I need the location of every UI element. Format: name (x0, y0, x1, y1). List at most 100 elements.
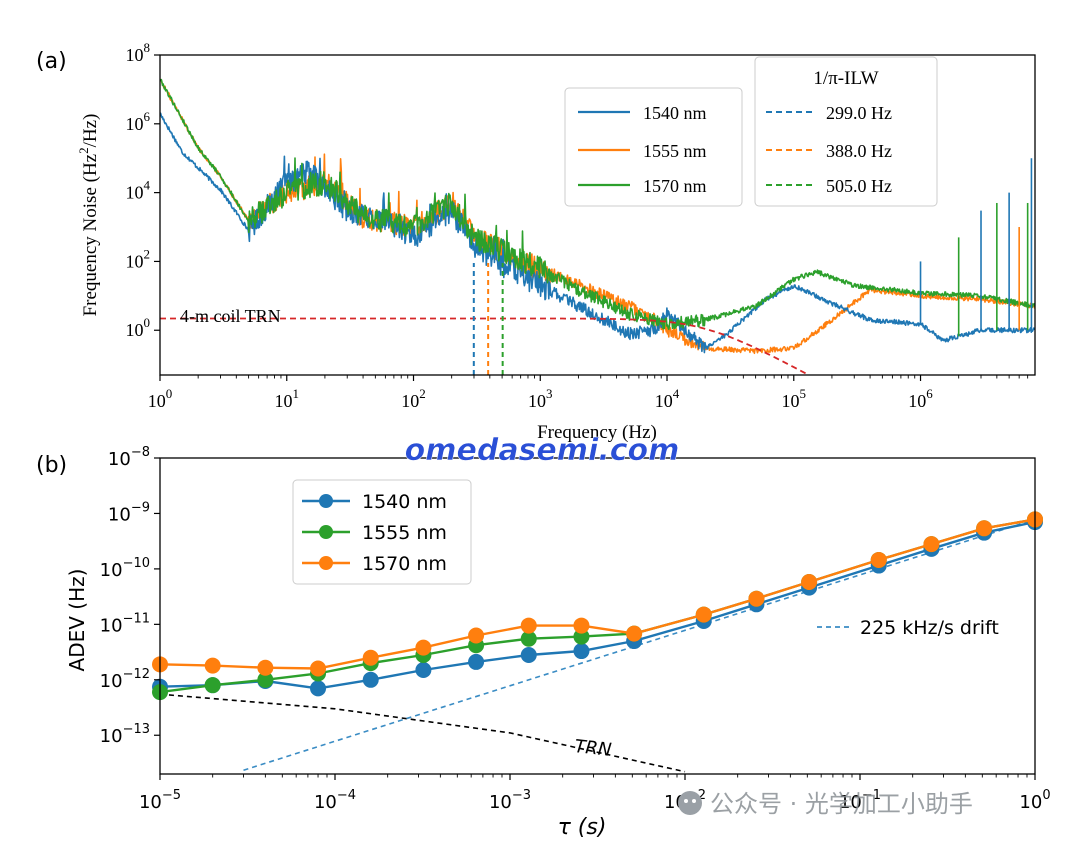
adev-point-1570-nm-15 (976, 520, 993, 537)
ilw-label-1: 299.0 Hz (826, 103, 892, 123)
adev-line-1540-nm (159, 520, 1036, 690)
adev-point-1555-nm-1 (204, 677, 221, 694)
a-xtick-label-1: 101 (275, 386, 300, 411)
panel-a-ilw-legend: 1/π-ILW 299.0 Hz 388.0 Hz 505.0 Hz (754, 56, 938, 207)
b-ytick-label-5: 10−8 (108, 445, 150, 470)
wechat-icon (678, 791, 702, 815)
panel-a: (a) 100 101 102 103 104 105 106 100 102 104 106 10… (36, 40, 1036, 443)
adev-point-1570-nm-6 (468, 627, 485, 644)
adev-line-1570-nm (159, 518, 1036, 670)
adev-point-1540-nm-4 (362, 671, 379, 688)
panel-a-series-legend: 1540 nm 1555 nm 1570 nm (564, 87, 743, 207)
legend-label-1540: 1540 nm (643, 103, 707, 123)
drift-legend: 225 kHz/s drift (817, 617, 999, 639)
a-xtick-label-2: 102 (401, 386, 426, 411)
panel-b-plot-area (152, 511, 1043, 773)
panel-b-label: (b) (36, 453, 67, 478)
a-xtick-label-4: 104 (655, 386, 680, 411)
adev-legend-label-1540: 1540 nm (362, 491, 447, 513)
panel-b-legend: 1540 nm 1555 nm 1570 nm (292, 479, 472, 585)
a-xtick-label-6: 106 (908, 386, 933, 411)
a-xtick-label-3: 103 (528, 386, 553, 411)
legend-label-1555: 1555 nm (643, 141, 707, 161)
adev-point-1570-nm-11 (748, 590, 765, 607)
panel-a-x-ticks: 100 101 102 103 104 105 106 (148, 375, 1029, 411)
adev-legend-marker-1540 (319, 494, 333, 508)
ilw-legend-box (754, 56, 938, 207)
panel-b-y-ticks: 10−13 10−12 10−11 10−10 10−9 10−8 (100, 445, 160, 747)
adev-point-1540-nm-3 (310, 680, 327, 697)
b-xtick-label-5: 100 (1019, 788, 1050, 813)
adev-point-1540-nm-5 (415, 662, 432, 679)
b-ytick-label-0: 10−13 (100, 722, 150, 747)
adev-point-1540-nm-7 (520, 647, 537, 664)
b-xtick-label-4: 10−1 (839, 788, 881, 813)
wechat-watermark-text: 公众号 · 光学加工小助手 (710, 790, 973, 818)
drift-legend-label: 225 kHz/s drift (860, 617, 999, 639)
b-ytick-label-3: 10−10 (100, 556, 150, 581)
ilw-label-2: 388.0 Hz (826, 141, 892, 161)
adev-point-1570-nm-8 (573, 617, 590, 634)
b-ytick-label-4: 10−9 (108, 500, 150, 525)
adev-legend-marker-1555 (319, 525, 333, 539)
adev-legend-label-1555: 1555 nm (362, 522, 447, 544)
adev-legend-marker-1570 (319, 556, 333, 570)
panel-a-label: (a) (36, 49, 67, 74)
adev-point-1570-nm-9 (626, 625, 643, 642)
panel-a-frame (159, 54, 1036, 376)
adev-point-1570-nm-12 (801, 574, 818, 591)
adev-point-1555-nm-8 (573, 628, 590, 645)
trn-coil-label: 4-m coil TRN (180, 306, 281, 326)
panel-b-ylabel: ADEV (Hz) (65, 569, 89, 672)
panel-b-frame (159, 457, 1036, 775)
panel-a-ylabel: Frequency Noise (Hz2/Hz) (76, 114, 101, 317)
a-ytick-label-1: 102 (126, 246, 151, 271)
legend-box (564, 87, 743, 207)
adev-point-1570-nm-2 (257, 659, 274, 676)
panel-a-xlabel: Frequency (Hz) (537, 422, 657, 443)
adev-point-1570-nm-13 (870, 551, 887, 568)
trn-label: TRN (573, 736, 612, 761)
adev-line-1555-nm (159, 518, 1036, 694)
adev-point-1570-nm-1 (204, 657, 221, 674)
b-ytick-label-1: 10−12 (100, 667, 150, 692)
wechat-watermark: 公众号 · 光学加工小助手 (678, 790, 973, 818)
b-ytick-label-2: 10−11 (100, 611, 150, 636)
adev-point-1570-nm-3 (310, 660, 327, 677)
b-xtick-label-0: 10−5 (139, 788, 181, 813)
adev-trn-curve (160, 693, 686, 773)
series-line-1540-nm (160, 112, 1035, 354)
ilw-legend-title: 1/π-ILW (813, 68, 878, 89)
ilw-label-3: 505.0 Hz (826, 176, 892, 196)
adev-point-1570-nm-5 (415, 639, 432, 656)
panel-a-plot-area (160, 78, 1035, 375)
wechat-icon-eye-left (684, 799, 688, 803)
adev-point-1570-nm-10 (695, 606, 712, 623)
adev-point-1540-nm-6 (468, 653, 485, 670)
panel-a-y-ticks: 100 102 104 106 108 (126, 40, 160, 340)
adev-point-1540-nm-8 (573, 643, 590, 660)
adev-point-1555-nm-2 (257, 671, 274, 688)
a-xtick-label-0: 100 (148, 386, 173, 411)
adev-legend-label-1570: 1570 nm (362, 553, 447, 575)
adev-point-1570-nm-14 (923, 536, 940, 553)
a-xtick-label-5: 105 (782, 386, 807, 411)
panel-b-xlabel: τ (s) (558, 815, 607, 840)
adev-point-1570-nm-4 (362, 649, 379, 666)
a-ytick-label-4: 108 (126, 40, 151, 65)
trn-curve (160, 317, 811, 375)
adev-point-1570-nm-7 (520, 617, 537, 634)
a-ytick-label-3: 106 (126, 109, 151, 134)
panel-a-series-group (160, 78, 1035, 375)
adev-legend-box (292, 479, 472, 585)
b-xtick-label-2: 10−3 (489, 788, 531, 813)
adev-point-1555-nm-7 (520, 630, 537, 647)
legend-label-1570: 1570 nm (643, 176, 707, 196)
series-line-1570-nm (160, 78, 1035, 331)
a-ytick-label-0: 100 (126, 315, 151, 340)
b-xtick-label-1: 10−4 (314, 788, 356, 813)
wechat-icon-eye-right (692, 799, 696, 803)
